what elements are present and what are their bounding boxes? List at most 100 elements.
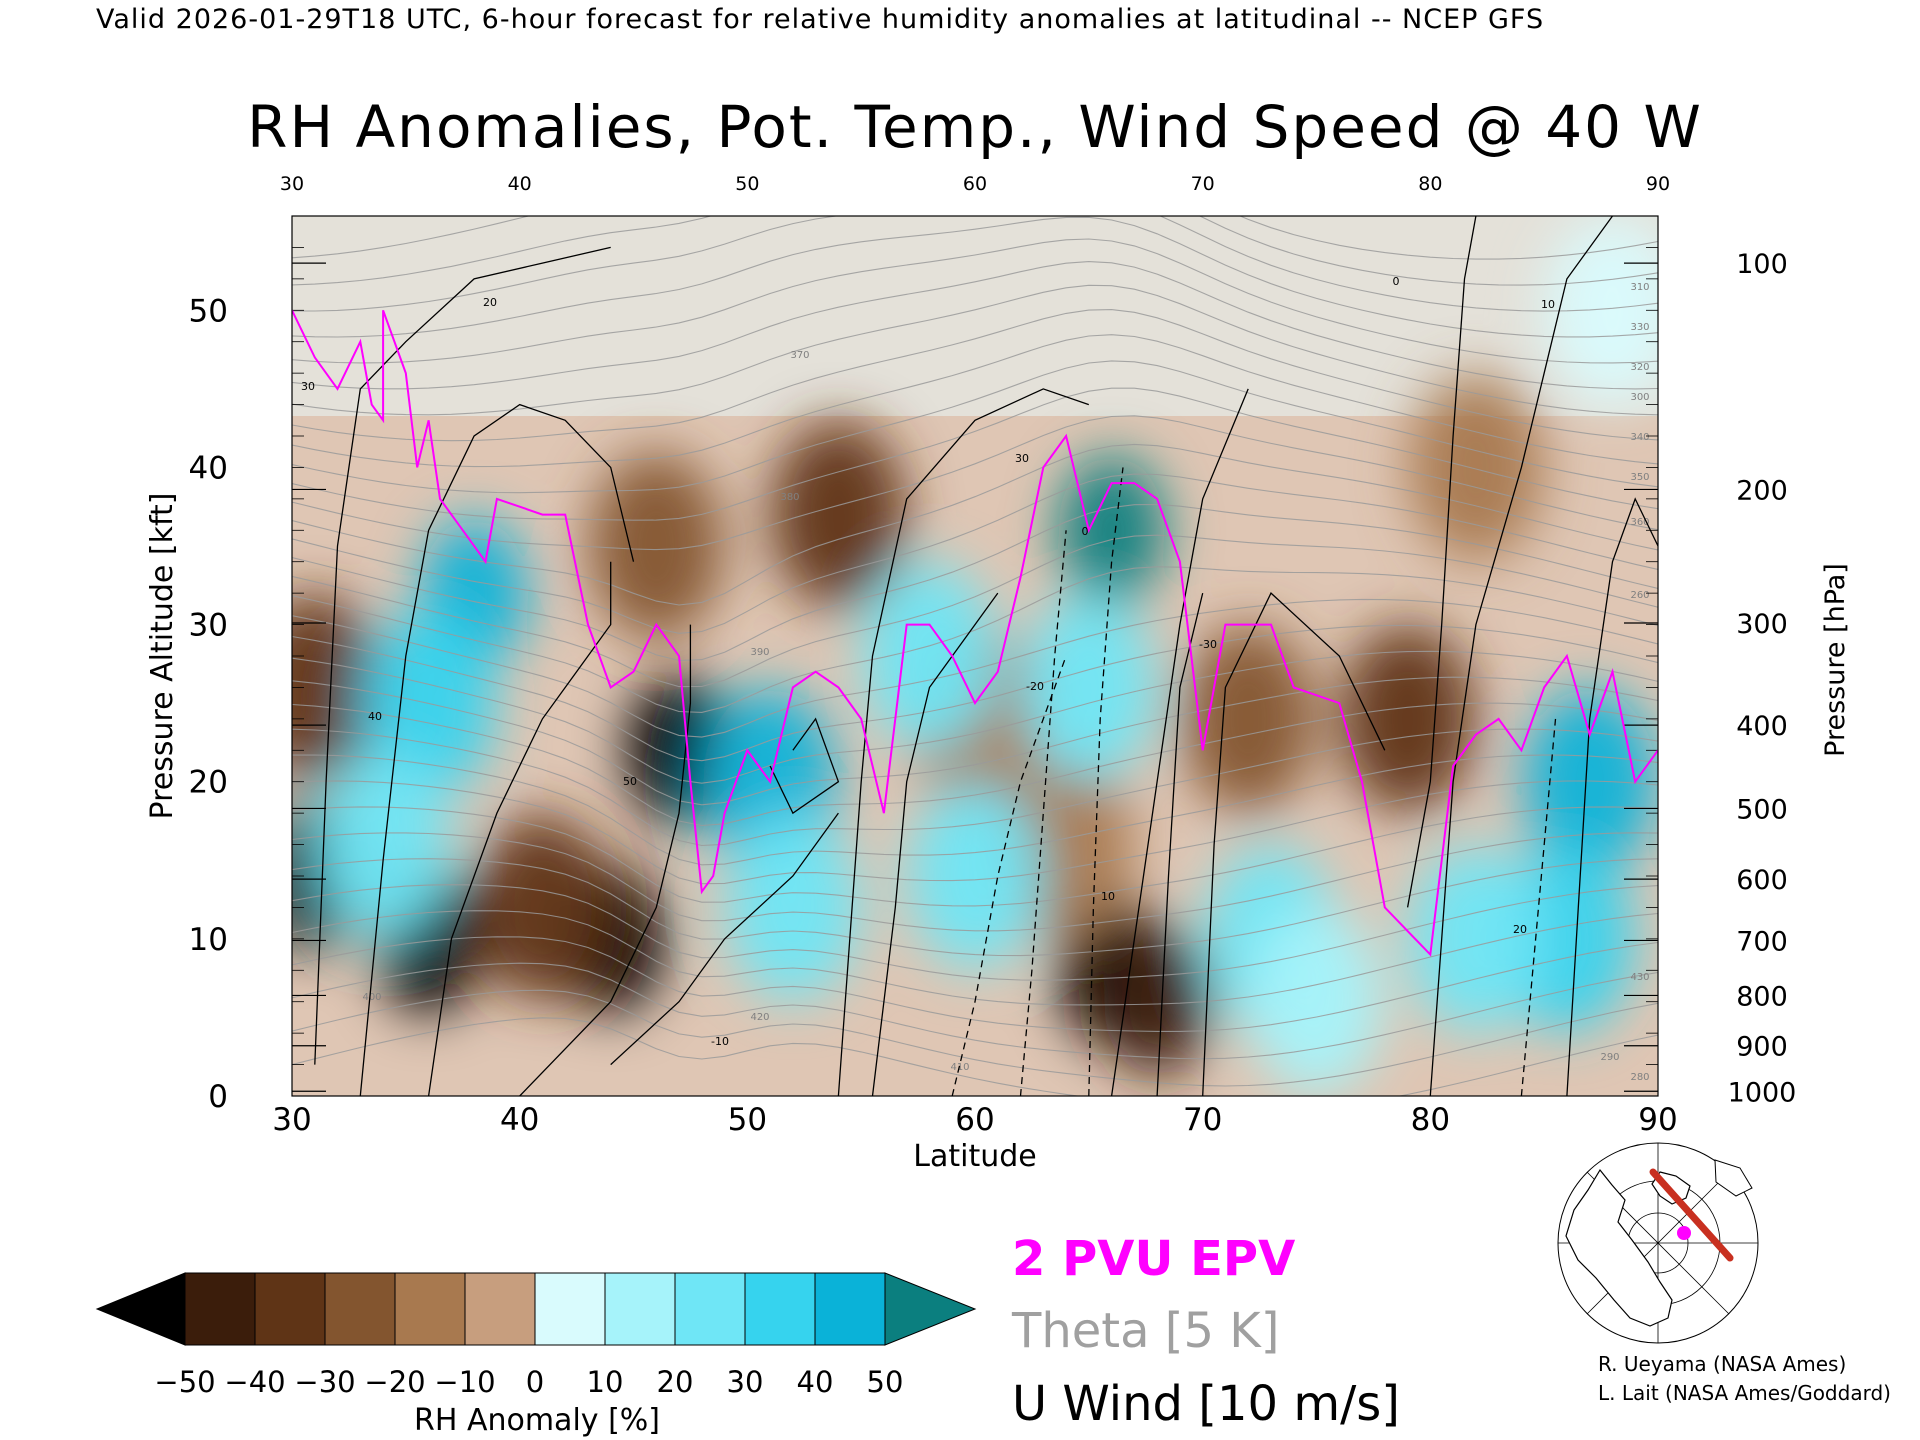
- theta-contour: [292, 676, 1658, 806]
- x-tick-labels: 30 40 50 60 70 80 90: [272, 1102, 1677, 1138]
- uwind-contour: [1566, 497, 1658, 1096]
- colorbar-bin: [814, 1272, 886, 1346]
- pressure-tick-label: 400: [1736, 711, 1788, 742]
- theta-contour: [292, 216, 1658, 260]
- uwind-contour: [1202, 592, 1386, 1096]
- anomaly-blob: [770, 420, 906, 609]
- uwind-contour-negative: [1088, 467, 1124, 1096]
- theta-contour: [292, 334, 1658, 468]
- colorbar-tick-label: 30: [727, 1365, 764, 1399]
- top-tick-label: 50: [735, 173, 759, 195]
- colorbar-bin: [464, 1272, 536, 1346]
- uwind-contour-label: 30: [301, 380, 315, 393]
- colorbar-tick-label: −20: [364, 1365, 425, 1399]
- theta-contour-label: 420: [750, 1012, 769, 1023]
- colorbar-tick-label: −40: [224, 1365, 285, 1399]
- theta-contour: [292, 702, 1658, 827]
- anomaly-blob: [1340, 625, 1476, 813]
- theta-contour-label: 360: [1630, 517, 1649, 528]
- uwind-contour-label: -30: [1199, 638, 1217, 651]
- theta-contour: [292, 443, 1658, 606]
- uwind-contour-label: 0: [1393, 275, 1400, 288]
- top-tick-label: 30: [280, 173, 304, 195]
- x-tick-label: 40: [500, 1102, 539, 1138]
- theta-contour: [292, 387, 1658, 521]
- theta-contour-label: 280: [1630, 1072, 1649, 1083]
- theta-contour-label: 300: [1630, 392, 1649, 403]
- theta-contour: [292, 284, 1658, 416]
- chart-title: RH Anomalies, Pot. Temp., Wind Speed @ 4…: [247, 93, 1703, 161]
- y-tick-label: 0: [208, 1079, 228, 1115]
- theta-contour: [292, 503, 1658, 662]
- pressure-tick-label: 600: [1736, 865, 1788, 896]
- inset-polar-map: [1557, 1142, 1759, 1344]
- top-tick-labels: 30 40 50 60 70 80 90: [280, 173, 1670, 195]
- theta-contour: [292, 754, 1658, 866]
- y-tick-label: 50: [189, 293, 228, 329]
- map-europe: [1714, 1159, 1753, 1197]
- y-tick-label: 30: [189, 608, 228, 644]
- anomaly-blob: [861, 562, 997, 750]
- uwind-contour-label: 10: [1101, 890, 1115, 903]
- colorbar-bin: [744, 1272, 816, 1346]
- theta-contour-label: 380: [780, 492, 799, 503]
- anomaly-blob: [1408, 845, 1544, 1033]
- anomaly-blob: [1057, 455, 1166, 606]
- pressure-tick-marks: [292, 216, 1658, 1096]
- theta-contour: [292, 534, 1658, 688]
- theta-contour-label: 370: [790, 350, 809, 361]
- theta-contour-label: 290: [1600, 1052, 1619, 1063]
- forecast-header-text: Valid 2026-01-29T18 UTC, 6-hour forecast…: [96, 4, 1545, 35]
- theta-contour-label: 320: [1630, 362, 1649, 373]
- theta-contour: [292, 216, 1658, 286]
- top-tick-label: 40: [508, 173, 532, 195]
- x-tick-label: 90: [1638, 1102, 1677, 1138]
- legend-uwind: U Wind [10 m/s]: [1012, 1376, 1400, 1432]
- theta-contour: [292, 858, 1658, 957]
- colorbar-bin: [534, 1272, 606, 1346]
- theta-contour: [292, 962, 1658, 1060]
- uwind-contour: [519, 624, 692, 1096]
- anomaly-blob: [907, 782, 1043, 970]
- x-tick-label: 50: [728, 1102, 767, 1138]
- uwind-contour: [1110, 388, 1249, 1096]
- colorbar-tick-label: −50: [154, 1365, 215, 1399]
- theta-contour: [292, 780, 1658, 885]
- epv-2pvu-path: [292, 309, 1658, 957]
- colorbar-tick-labels: −50 −40 −30 −20 −10 0 10 20 30 40 50: [154, 1365, 903, 1399]
- uwind-contour-negative: [1520, 718, 1557, 1096]
- colorbar-tick-label: 40: [797, 1365, 834, 1399]
- top-tick-label: 70: [1191, 173, 1215, 195]
- theta-contour-label: 260: [1630, 590, 1649, 601]
- uwind-contour: [359, 403, 635, 1096]
- uwind-contour: [769, 717, 840, 815]
- colorbar-label: RH Anomaly [%]: [414, 1403, 660, 1438]
- x-axis-label: Latitude: [913, 1139, 1036, 1174]
- pressure-tick-label: 100: [1736, 249, 1788, 280]
- theta-contour: [292, 832, 1658, 932]
- plot-frame: [291, 215, 1659, 1097]
- colorbar-bin: [394, 1272, 466, 1346]
- legend-epv: 2 PVU EPV: [1012, 1231, 1295, 1287]
- top-tick-label: 80: [1418, 173, 1442, 195]
- theta-contour-label: 390: [750, 647, 769, 658]
- colorbar: [95, 1272, 977, 1346]
- colorbar-tick-label: −30: [294, 1365, 355, 1399]
- x-tick-label: 60: [955, 1102, 994, 1138]
- theta-contour: [292, 261, 1658, 390]
- uwind-contour-label: 0: [1082, 525, 1089, 538]
- anomaly-blob: [315, 750, 451, 939]
- colorbar-tick-label: 0: [526, 1365, 544, 1399]
- y-tick-label: 10: [189, 922, 228, 958]
- uwind-contour-label: 10: [1541, 298, 1555, 311]
- y-tick-labels: 0 10 20 30 40 50: [189, 293, 228, 1115]
- y-tick-label: 40: [189, 450, 228, 486]
- theta-contour: [292, 238, 1658, 364]
- y-tick-label: 20: [189, 765, 228, 801]
- x-tick-label: 80: [1411, 1102, 1450, 1138]
- y-axis-label: Pressure Altitude [kft]: [145, 493, 180, 820]
- anomaly-blob: [292, 593, 383, 782]
- colorbar-bin: [604, 1272, 676, 1346]
- uwind-contour: [610, 812, 839, 1066]
